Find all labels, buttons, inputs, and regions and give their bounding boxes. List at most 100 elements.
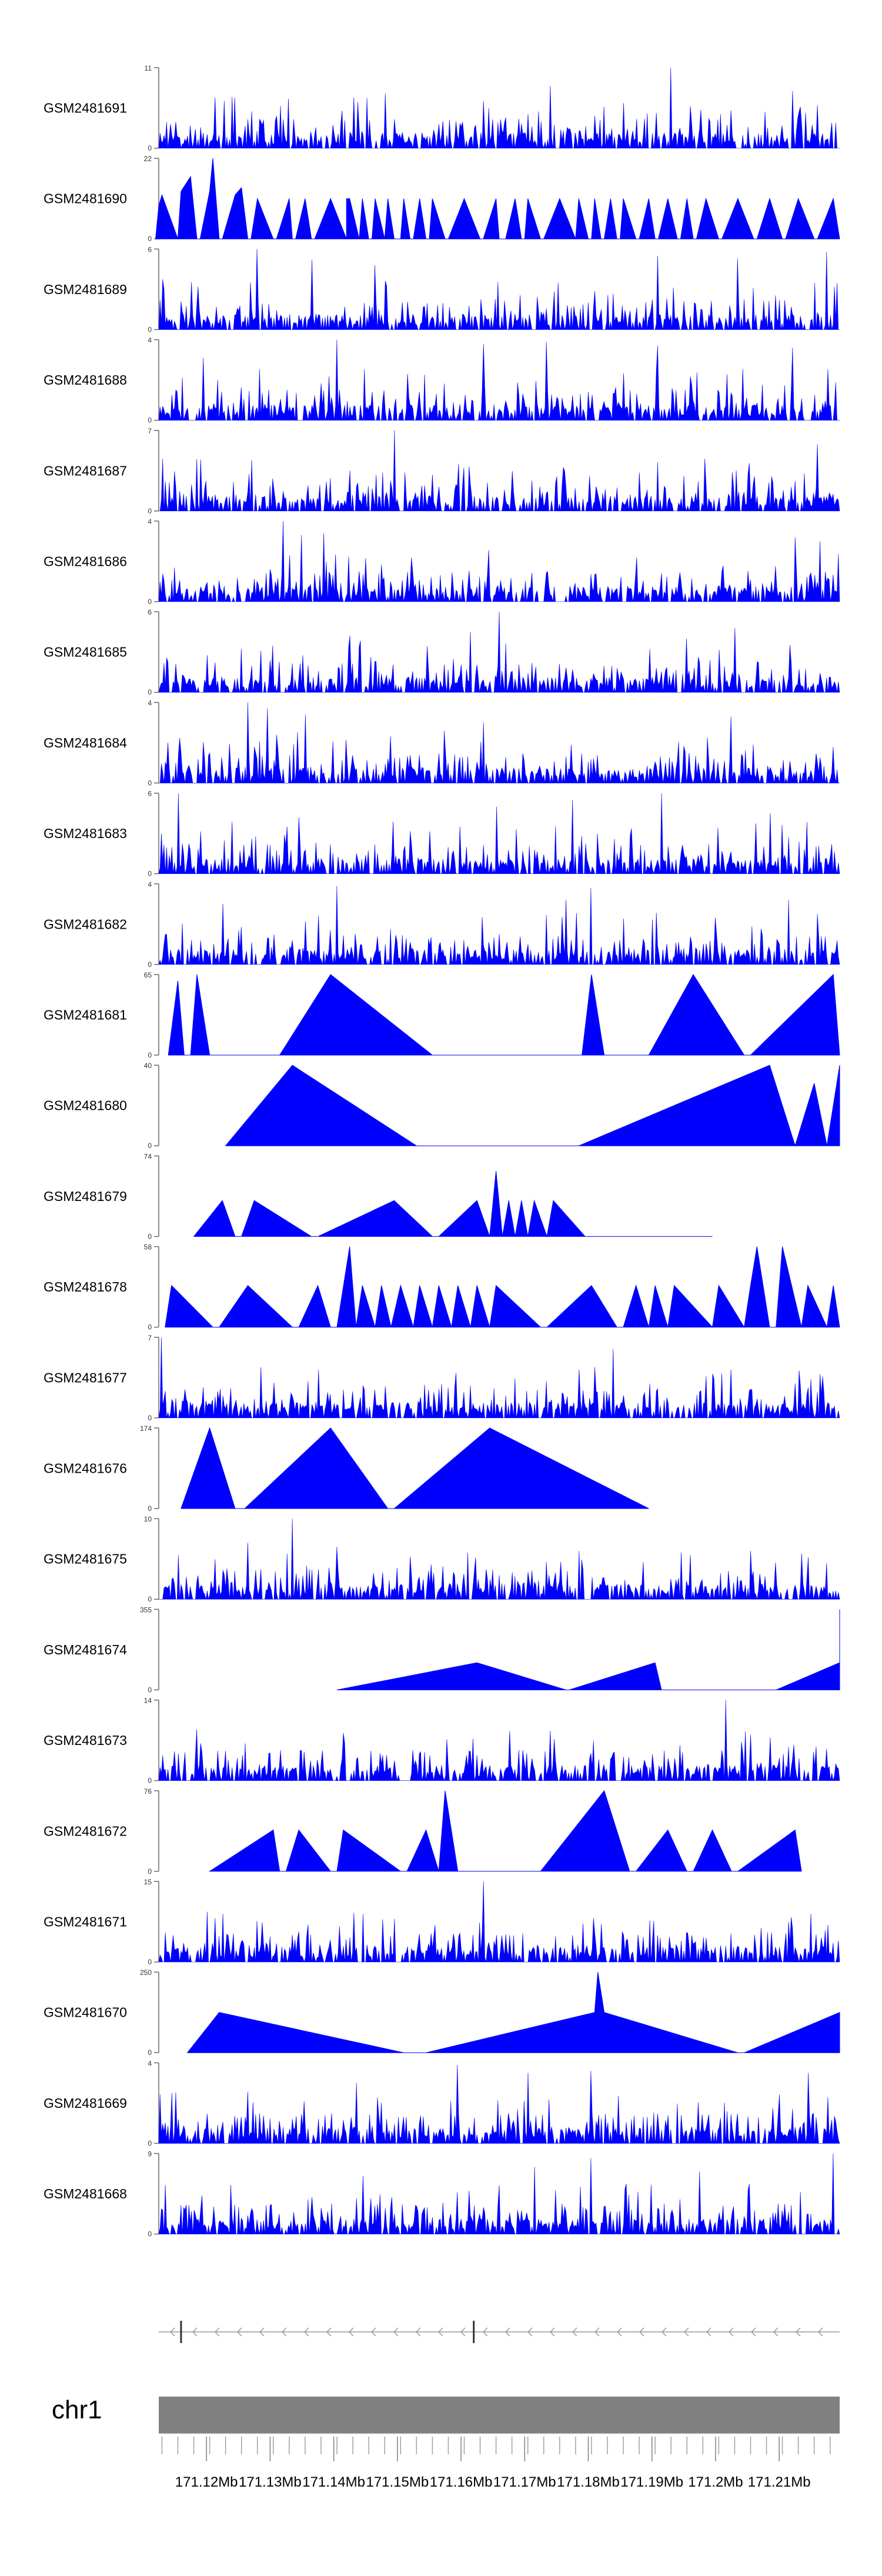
track-GSM2481680: GSM2481680 40 0 bbox=[44, 1062, 840, 1150]
coverage-area bbox=[159, 702, 840, 784]
coverage-area bbox=[158, 2064, 840, 2144]
y-tick-label: 65 bbox=[144, 971, 152, 979]
track-label: GSM2481686 bbox=[44, 554, 127, 569]
track-GSM2481691: GSM2481691 11 0 bbox=[44, 64, 840, 152]
y-tick-label: 11 bbox=[145, 64, 152, 72]
y-tick-label: 15 bbox=[144, 1878, 152, 1886]
y-tick-label: 0 bbox=[148, 1051, 152, 1059]
x-tick-label: 171.17Mb bbox=[493, 2474, 556, 2490]
coverage-area bbox=[158, 1700, 840, 1781]
strand-arrow bbox=[549, 2327, 555, 2337]
x-tick-label: 171.16Mb bbox=[430, 2474, 493, 2490]
y-tick-label: 40 bbox=[144, 1062, 152, 1070]
x-tick-label: 171.21Mb bbox=[748, 2474, 811, 2490]
track-GSM2481679: GSM2481679 74 0 bbox=[44, 1152, 713, 1240]
y-tick-label: 0 bbox=[148, 1323, 152, 1332]
strand-arrow bbox=[460, 2327, 466, 2337]
track-label: GSM2481683 bbox=[44, 826, 127, 841]
strand-arrow bbox=[728, 2327, 734, 2337]
track-GSM2481689: GSM2481689 6 0 bbox=[44, 245, 840, 333]
track-GSM2481685: GSM2481685 6 0 bbox=[44, 608, 840, 696]
y-tick-label: 4 bbox=[148, 699, 152, 707]
coverage-area bbox=[158, 67, 840, 149]
chromosome-label: chr1 bbox=[52, 2395, 102, 2424]
track-label: GSM2481690 bbox=[44, 191, 127, 206]
track-label: GSM2481677 bbox=[44, 1370, 127, 1385]
y-tick-label: 9 bbox=[148, 2150, 152, 2158]
coverage-area bbox=[225, 1065, 840, 1147]
strand-arrow bbox=[236, 2327, 242, 2337]
y-tick-label: 7 bbox=[148, 1334, 152, 1342]
coverage-area bbox=[158, 2153, 840, 2234]
track-label: GSM2481688 bbox=[44, 372, 127, 388]
track-label: GSM2481689 bbox=[44, 282, 127, 297]
track-GSM2481690: GSM2481690 22 0 bbox=[44, 155, 840, 243]
strand-arrow bbox=[594, 2327, 600, 2337]
y-tick-label: 0 bbox=[148, 1686, 152, 1694]
coverage-area bbox=[155, 158, 840, 239]
strand-arrow bbox=[505, 2327, 510, 2337]
track-GSM2481682: GSM2481682 4 0 bbox=[44, 880, 840, 969]
strand-arrow bbox=[661, 2327, 667, 2337]
strand-arrow bbox=[616, 2327, 622, 2337]
strand-arrow bbox=[303, 2327, 309, 2337]
coverage-area bbox=[158, 339, 840, 421]
y-tick-label: 4 bbox=[148, 336, 152, 345]
y-tick-label: 0 bbox=[148, 416, 152, 425]
y-tick-label: 0 bbox=[148, 2230, 152, 2238]
coverage-area bbox=[158, 520, 840, 603]
coverage-tracks: GSM2481691110GSM2481690220GSM248168960GS… bbox=[44, 64, 840, 2238]
coverage-area bbox=[336, 1609, 840, 1690]
y-tick-label: 6 bbox=[148, 608, 152, 616]
track-label: GSM2481687 bbox=[44, 463, 127, 478]
track-GSM2481678: GSM2481678 58 0 bbox=[44, 1243, 840, 1332]
y-tick-label: 0 bbox=[148, 960, 152, 969]
strand-arrow bbox=[750, 2327, 756, 2337]
x-tick-label: 171.19Mb bbox=[620, 2474, 683, 2490]
track-GSM2481683: GSM2481683 6 0 bbox=[44, 790, 840, 878]
chromosome-bar bbox=[159, 2397, 840, 2433]
track-label: GSM2481676 bbox=[44, 1461, 127, 1476]
track-GSM2481686: GSM2481686 4 0 bbox=[44, 518, 840, 606]
strand-arrow bbox=[527, 2327, 533, 2337]
y-tick-label: 14 bbox=[144, 1697, 152, 1705]
y-tick-label: 4 bbox=[148, 880, 152, 889]
track-label: GSM2481685 bbox=[44, 645, 127, 660]
coverage-area bbox=[158, 249, 840, 331]
y-tick-label: 0 bbox=[148, 1414, 152, 1422]
y-tick-label: 4 bbox=[148, 2059, 152, 2067]
coverage-area bbox=[181, 1427, 649, 1509]
y-tick-label: 0 bbox=[148, 598, 152, 606]
x-tick-label: 171.14Mb bbox=[302, 2474, 365, 2490]
strand-arrow bbox=[572, 2327, 577, 2337]
strand-arrow bbox=[393, 2327, 399, 2337]
y-tick-label: 0 bbox=[148, 1504, 152, 1513]
track-GSM2481670: GSM2481670 250 0 bbox=[44, 1968, 840, 2057]
coverage-area bbox=[159, 1519, 840, 1600]
track-label: GSM2481670 bbox=[44, 2005, 127, 2020]
x-tick-label: 171.12Mb bbox=[175, 2474, 238, 2490]
track-GSM2481674: GSM2481674 355 0 bbox=[44, 1606, 840, 1694]
strand-arrow bbox=[795, 2327, 801, 2337]
track-GSM2481688: GSM2481688 4 0 bbox=[44, 336, 840, 425]
coverage-area bbox=[168, 973, 840, 1056]
strand-arrow bbox=[817, 2327, 823, 2337]
coverage-area bbox=[158, 1881, 840, 1963]
track-label: GSM2481673 bbox=[44, 1733, 127, 1748]
strand-arrow bbox=[370, 2327, 376, 2337]
track-label: GSM2481668 bbox=[44, 2186, 127, 2201]
track-GSM2481677: GSM2481677 7 0 bbox=[44, 1334, 840, 1422]
track-label: GSM2481672 bbox=[44, 1823, 127, 1838]
track-label: GSM2481669 bbox=[44, 2095, 127, 2111]
y-tick-label: 250 bbox=[140, 1968, 152, 1977]
track-GSM2481675: GSM2481675 10 0 bbox=[44, 1515, 840, 1603]
y-tick-label: 0 bbox=[148, 2048, 152, 2057]
track-label: GSM2481680 bbox=[44, 1098, 127, 1113]
x-tick-label: 171.13Mb bbox=[239, 2474, 302, 2490]
strand-arrow bbox=[281, 2327, 287, 2337]
y-tick-label: 10 bbox=[144, 1515, 152, 1523]
strand-arrow bbox=[192, 2327, 198, 2337]
strand-arrow bbox=[259, 2327, 265, 2337]
